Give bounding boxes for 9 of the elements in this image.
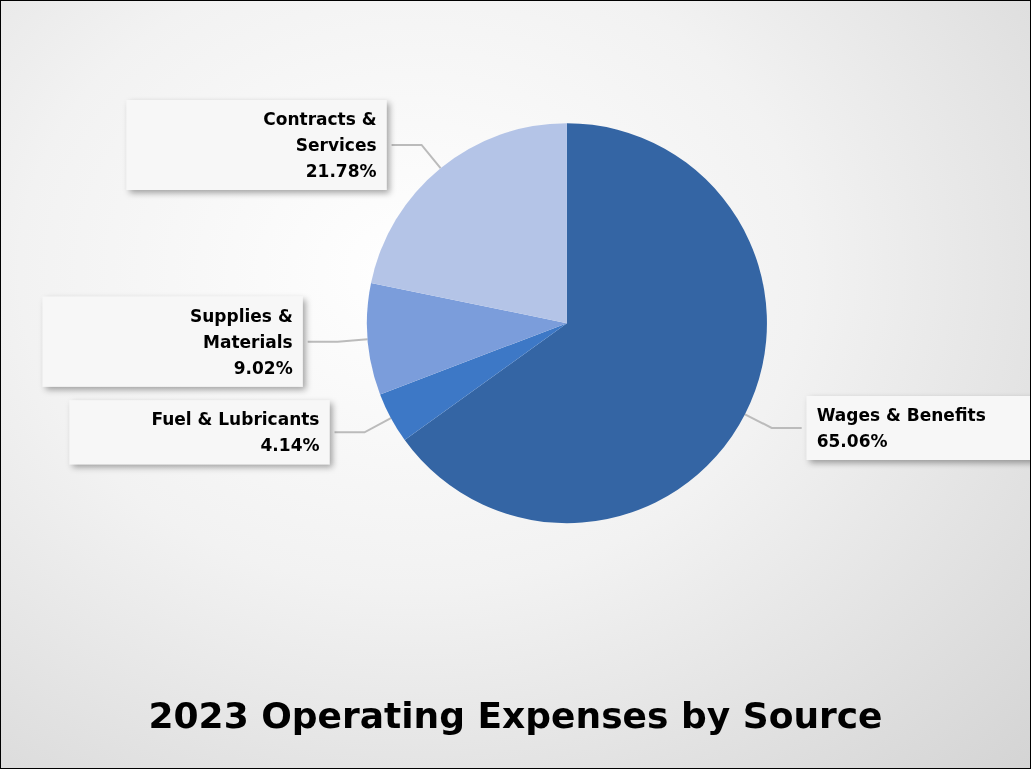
text: 2023 Operating Expenses by Source xyxy=(148,694,883,736)
data-label: 21.78% xyxy=(305,160,377,181)
slice-label: Contracts & Services xyxy=(263,108,377,155)
data-label: 65.06% xyxy=(816,430,888,451)
slice-label: Fuel & Lubricants xyxy=(151,409,320,430)
data-label: 4.14% xyxy=(260,435,320,456)
slice-label: Supplies & Materials xyxy=(189,305,293,352)
data-label: 9.02% xyxy=(233,357,293,378)
slice-label: Wages & Benefits xyxy=(816,404,986,425)
